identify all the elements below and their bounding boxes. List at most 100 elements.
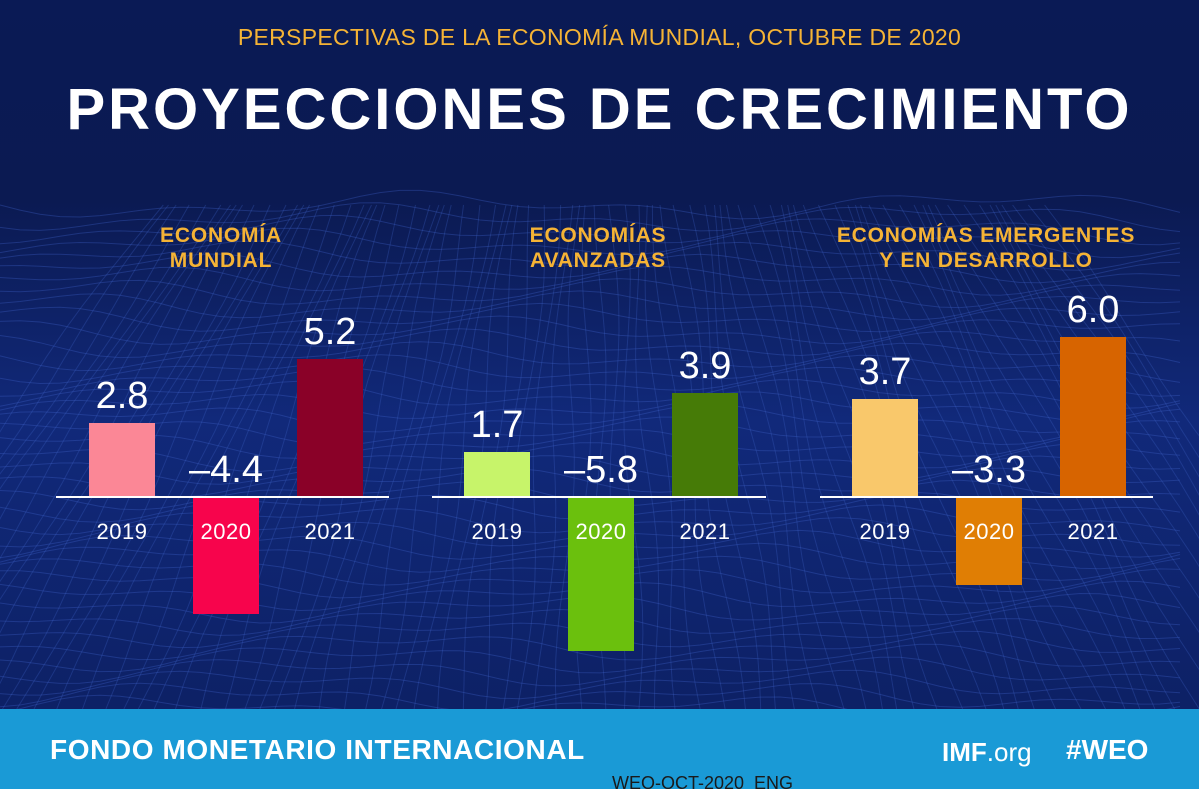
bar-value-label: –4.4 bbox=[189, 449, 263, 491]
grid-line bbox=[0, 442, 1181, 472]
document-code: WEO-OCT-2020_ENG bbox=[612, 773, 794, 789]
grid-line bbox=[0, 227, 1181, 259]
grid-line bbox=[0, 354, 1181, 385]
hashtag[interactable]: #WEO bbox=[1066, 734, 1149, 765]
grid-line bbox=[82, 204, 310, 709]
bar-value-label: 2.8 bbox=[95, 374, 149, 417]
grid-line bbox=[105, 204, 320, 709]
grid-line bbox=[0, 290, 1181, 321]
grid-line bbox=[0, 253, 1181, 284]
grid-line bbox=[780, 204, 915, 709]
grid-line bbox=[635, 204, 660, 709]
chart-title-line: Y EN DESARROLLO bbox=[879, 249, 1093, 272]
grid-line bbox=[16, 694, 1181, 709]
chart-title-line: AVANZADAS bbox=[530, 249, 666, 272]
grid-line bbox=[1001, 204, 1199, 496]
chart-title-line: MUNDIAL bbox=[169, 249, 273, 272]
bar-value-label: 3.9 bbox=[678, 345, 732, 388]
grid-line bbox=[0, 467, 1181, 498]
grid-line bbox=[0, 341, 1181, 372]
grid-line bbox=[882, 204, 1126, 709]
year-label: 2019 bbox=[96, 519, 148, 544]
grid-line bbox=[0, 204, 169, 460]
bar-value-label: –3.3 bbox=[952, 449, 1026, 491]
grid-line bbox=[0, 416, 1181, 446]
chart-title: ECONOMÍAS AVANZADAS bbox=[418, 223, 778, 273]
chart-title-line: ECONOMÍAS EMERGENTES bbox=[836, 224, 1136, 247]
bar-2020 bbox=[568, 497, 634, 652]
bar-value-label: 5.2 bbox=[303, 310, 357, 353]
grid-line bbox=[0, 204, 190, 490]
grid-line bbox=[123, 204, 335, 709]
grid-line bbox=[1044, 204, 1199, 437]
grid-line bbox=[137, 204, 352, 709]
year-label: 2019 bbox=[859, 519, 911, 544]
grid-line bbox=[899, 204, 1141, 709]
grid-line bbox=[737, 204, 867, 709]
grid-line bbox=[0, 315, 1181, 345]
grid-line bbox=[753, 204, 883, 709]
bar-2021 bbox=[297, 358, 363, 497]
grid-line bbox=[1012, 204, 1199, 478]
site-domain: .org bbox=[986, 737, 1032, 767]
year-label: 2020 bbox=[963, 519, 1015, 544]
grid-line bbox=[554, 204, 581, 709]
grid-line bbox=[644, 204, 676, 709]
grid-line bbox=[0, 204, 177, 475]
grid-line bbox=[0, 214, 1181, 246]
grid-line bbox=[0, 643, 1181, 674]
organization-name: FONDO MONETARIO INTERNACIONAL bbox=[50, 734, 585, 765]
grid-line bbox=[0, 403, 1181, 434]
year-label: 2020 bbox=[575, 519, 627, 544]
chart-title-line: ECONOMÍAS bbox=[529, 224, 667, 247]
zero-axis-line bbox=[432, 496, 766, 498]
grid-line bbox=[0, 630, 1181, 661]
grid-line bbox=[0, 656, 1181, 687]
grid-line bbox=[318, 204, 445, 709]
grid-line bbox=[0, 455, 1181, 485]
grid-line bbox=[868, 204, 1106, 709]
grid-line bbox=[0, 204, 222, 560]
grid-line bbox=[834, 204, 1019, 709]
year-label: 2019 bbox=[471, 519, 523, 544]
grid-line bbox=[0, 391, 1181, 422]
grid-line bbox=[769, 204, 898, 709]
year-label: 2021 bbox=[1067, 519, 1119, 544]
bar-2020 bbox=[193, 497, 259, 614]
grid-line bbox=[294, 204, 440, 709]
bar-2019 bbox=[852, 398, 918, 497]
grid-line bbox=[533, 204, 574, 709]
website-link[interactable]: IMF.org bbox=[942, 737, 1032, 768]
grid-line bbox=[0, 204, 207, 520]
grid-line bbox=[0, 202, 1181, 233]
grid-line bbox=[922, 204, 1176, 709]
grid-line bbox=[0, 302, 1181, 333]
bar-value-label: 1.7 bbox=[470, 403, 524, 446]
grid-line bbox=[0, 204, 164, 433]
grid-line bbox=[153, 204, 365, 709]
grid-line bbox=[0, 682, 1181, 709]
bar-2021 bbox=[672, 393, 738, 497]
grid-line bbox=[995, 204, 1199, 516]
grid-line bbox=[365, 204, 464, 709]
bar-2020 bbox=[956, 497, 1022, 585]
site-name-bold: IMF bbox=[942, 737, 987, 767]
bar-2019 bbox=[464, 451, 530, 497]
grid-line bbox=[0, 189, 1181, 220]
chart-title: ECONOMÍA MUNDIAL bbox=[41, 223, 401, 273]
grid-line bbox=[0, 429, 1181, 459]
grid-line bbox=[0, 240, 1181, 271]
bar-value-label: 6.0 bbox=[1066, 289, 1120, 332]
grid-line bbox=[56, 204, 305, 709]
grid-line bbox=[0, 328, 1181, 359]
grid-line bbox=[0, 669, 1181, 700]
grid-line bbox=[0, 366, 1181, 397]
grid-line bbox=[726, 204, 845, 709]
grid-line bbox=[913, 204, 1156, 709]
chart-title: ECONOMÍAS EMERGENTES Y EN DESARROLLO bbox=[806, 223, 1166, 273]
grid-line bbox=[854, 204, 1057, 709]
wave-grid-background bbox=[0, 189, 1199, 709]
grid-line bbox=[0, 204, 231, 583]
year-label: 2021 bbox=[679, 519, 731, 544]
